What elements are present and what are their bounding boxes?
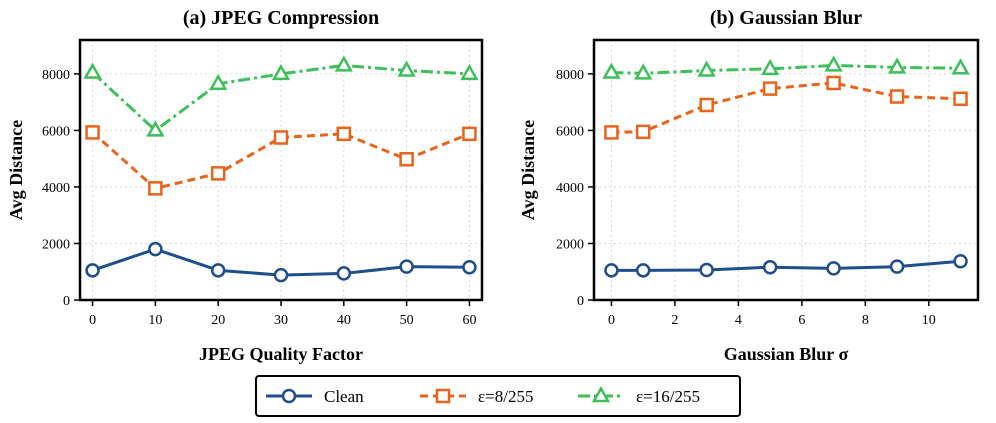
data-point-clean bbox=[604, 263, 619, 278]
data-point-clean bbox=[699, 262, 714, 278]
x-tick-label: 20 bbox=[211, 313, 225, 328]
data-point-eps8 bbox=[85, 125, 100, 140]
data-point-clean bbox=[273, 267, 289, 283]
data-point-eps8 bbox=[604, 125, 619, 140]
data-point-eps16 bbox=[602, 62, 621, 79]
series-eps8 bbox=[604, 75, 968, 140]
data-point-clean bbox=[462, 259, 477, 275]
data-point-eps16 bbox=[887, 57, 907, 74]
data-point-eps8 bbox=[336, 126, 352, 142]
data-point-eps16 bbox=[697, 60, 716, 77]
x-axis-label: JPEG Quality Factor bbox=[199, 344, 363, 364]
legend-marker-clean bbox=[281, 388, 297, 404]
x-tick-label: 50 bbox=[400, 313, 414, 328]
legend-item-eps16: ε=16/255 bbox=[578, 385, 700, 406]
plot-frame bbox=[592, 38, 980, 302]
data-point-eps8 bbox=[953, 91, 968, 107]
legend-label-eps8: ε=8/255 bbox=[478, 387, 533, 406]
legend-box bbox=[255, 375, 741, 417]
series-eps8 bbox=[85, 125, 477, 196]
x-tick-label: 2 bbox=[671, 313, 678, 328]
chart-title: (a) JPEG Compression bbox=[183, 7, 379, 29]
data-point-eps16 bbox=[146, 120, 165, 137]
x-tick-label: 30 bbox=[274, 313, 288, 328]
data-point-eps16 bbox=[334, 55, 353, 72]
y-tick-label: 2000 bbox=[556, 237, 584, 252]
data-point-eps16 bbox=[83, 62, 102, 79]
x-tick-label: 0 bbox=[608, 313, 615, 328]
x-tick-label: 4 bbox=[735, 313, 742, 328]
y-axis-label: Avg Distance bbox=[518, 120, 538, 220]
data-point-eps16 bbox=[824, 55, 843, 72]
data-point-eps8 bbox=[762, 81, 778, 96]
y-tick-label: 4000 bbox=[42, 181, 70, 196]
data-point-clean bbox=[336, 266, 352, 281]
data-point-eps8 bbox=[699, 97, 714, 113]
y-tick-label: 0 bbox=[63, 294, 70, 309]
legend-marker-eps8 bbox=[435, 388, 451, 404]
data-point-eps16 bbox=[460, 63, 479, 81]
data-point-clean bbox=[210, 263, 226, 278]
data-point-eps8 bbox=[889, 89, 905, 104]
series-clean bbox=[85, 241, 477, 283]
data-point-eps16 bbox=[760, 58, 780, 76]
series-line-eps16 bbox=[611, 63, 961, 75]
data-point-clean bbox=[889, 259, 905, 274]
data-point-eps16 bbox=[271, 63, 291, 81]
y-tick-label: 4000 bbox=[556, 181, 584, 196]
data-point-eps8 bbox=[210, 166, 226, 181]
legend-item-eps8: ε=8/255 bbox=[420, 387, 533, 406]
series-eps16 bbox=[602, 55, 970, 80]
y-tick-label: 2000 bbox=[42, 237, 70, 252]
x-tick-label: 60 bbox=[462, 313, 476, 328]
y-tick-label: 0 bbox=[577, 294, 584, 309]
series-line-eps8 bbox=[611, 81, 961, 134]
x-axis-label: Gaussian Blur σ bbox=[724, 344, 849, 364]
legend: Clean ε=8/255 ε=16/255 bbox=[255, 375, 741, 417]
chart-title: (b) Gaussian Blur bbox=[710, 7, 862, 29]
series-clean bbox=[604, 254, 968, 278]
x-tick-label: 40 bbox=[337, 313, 351, 328]
series-eps16 bbox=[83, 55, 479, 137]
x-tick-label: 10 bbox=[922, 313, 936, 328]
data-point-clean bbox=[85, 263, 100, 278]
data-point-eps8 bbox=[273, 130, 289, 145]
y-tick-label: 6000 bbox=[42, 124, 70, 139]
data-point-clean bbox=[826, 261, 841, 276]
x-tick-label: 8 bbox=[862, 313, 869, 328]
series-line-clean bbox=[611, 259, 961, 272]
x-tick-label: 0 bbox=[89, 313, 96, 328]
data-point-eps16 bbox=[634, 63, 653, 80]
data-point-eps8 bbox=[148, 181, 163, 196]
data-point-eps8 bbox=[635, 124, 651, 140]
data-point-clean bbox=[762, 259, 778, 275]
x-tick-label: 10 bbox=[148, 313, 162, 328]
data-point-clean bbox=[148, 241, 163, 257]
legend-label-eps16: ε=16/255 bbox=[636, 387, 700, 406]
legend-marker-eps16 bbox=[591, 385, 611, 403]
y-tick-label: 8000 bbox=[556, 68, 584, 83]
data-point-eps16 bbox=[397, 60, 416, 77]
legend-label-clean: Clean bbox=[324, 387, 364, 406]
panel-jpeg-compression: 0 10 20 30 40 50 60 0 2000 4000 6000 8000 (a) JPEG C… bbox=[6, 7, 484, 364]
data-point-eps16 bbox=[209, 73, 228, 91]
data-point-eps8 bbox=[399, 152, 414, 167]
data-point-eps8 bbox=[826, 75, 841, 91]
data-point-eps8 bbox=[462, 126, 477, 142]
legend-item-clean: Clean bbox=[266, 387, 364, 406]
data-point-clean bbox=[635, 263, 651, 278]
y-axis-label: Avg Distance bbox=[6, 120, 26, 220]
data-point-eps16 bbox=[951, 58, 970, 75]
y-tick-label: 8000 bbox=[42, 68, 70, 83]
x-tick-label: 6 bbox=[798, 313, 805, 328]
y-tick-label: 6000 bbox=[556, 124, 584, 139]
panel-gaussian-blur: 0 2 4 6 8 10 0 2000 4000 6000 8000 (b) Gaussian Blu… bbox=[518, 7, 980, 364]
data-point-clean bbox=[953, 254, 968, 269]
data-point-clean bbox=[399, 259, 414, 274]
